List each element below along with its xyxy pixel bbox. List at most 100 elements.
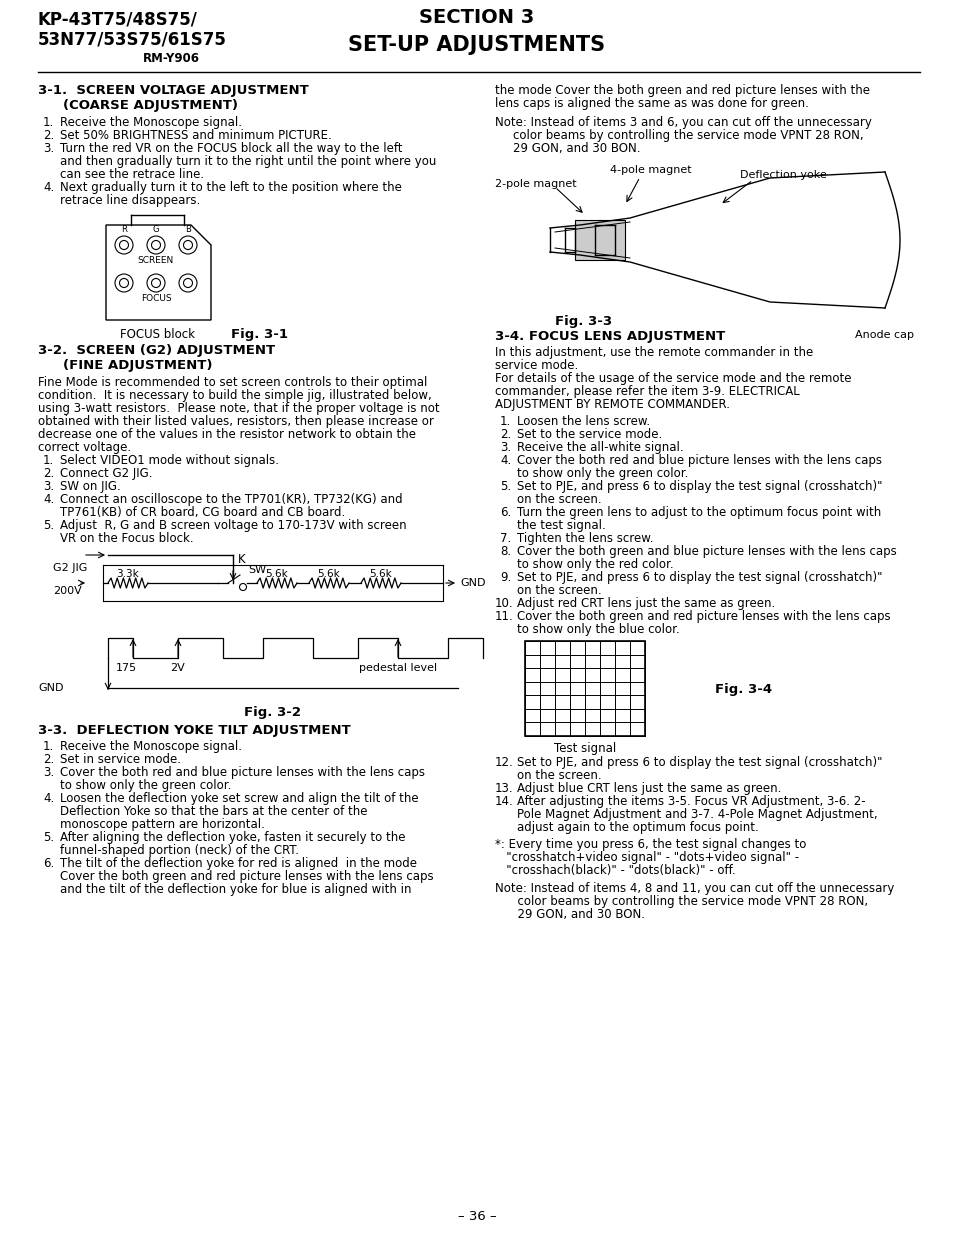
Text: Receive the Monoscope signal.: Receive the Monoscope signal. bbox=[60, 740, 242, 753]
Text: Fine Mode is recommended to set screen controls to their optimal: Fine Mode is recommended to set screen c… bbox=[38, 375, 427, 389]
Text: FOCUS block: FOCUS block bbox=[120, 329, 195, 341]
Text: Connect an oscilloscope to the TP701(KR), TP732(KG) and: Connect an oscilloscope to the TP701(KR)… bbox=[60, 493, 402, 506]
Text: funnel-shaped portion (neck) of the CRT.: funnel-shaped portion (neck) of the CRT. bbox=[60, 844, 298, 857]
Text: 9.: 9. bbox=[499, 571, 511, 584]
Text: Set to the service mode.: Set to the service mode. bbox=[517, 429, 661, 441]
Circle shape bbox=[179, 236, 196, 254]
Text: Fig. 3-1: Fig. 3-1 bbox=[231, 329, 288, 341]
Text: 1.: 1. bbox=[43, 116, 54, 128]
Text: 8.: 8. bbox=[499, 545, 511, 558]
Text: to show only the green color.: to show only the green color. bbox=[60, 779, 232, 792]
Text: Adjust red CRT lens just the same as green.: Adjust red CRT lens just the same as gre… bbox=[517, 597, 775, 610]
Text: Set in service mode.: Set in service mode. bbox=[60, 753, 181, 766]
Text: Anode cap: Anode cap bbox=[854, 330, 913, 340]
Text: SW: SW bbox=[248, 564, 266, 576]
Text: 3-1.  SCREEN VOLTAGE ADJUSTMENT: 3-1. SCREEN VOLTAGE ADJUSTMENT bbox=[38, 84, 309, 98]
Text: 5.: 5. bbox=[499, 480, 511, 493]
Text: condition.  It is necessary to build the simple jig, illustrated below,: condition. It is necessary to build the … bbox=[38, 389, 432, 403]
Text: 6.: 6. bbox=[499, 506, 511, 519]
Bar bbox=[575, 220, 624, 261]
Text: In this adjustment, use the remote commander in the: In this adjustment, use the remote comma… bbox=[495, 346, 812, 359]
Text: ADJUSTMENT BY REMOTE COMMANDER.: ADJUSTMENT BY REMOTE COMMANDER. bbox=[495, 398, 729, 411]
Text: 3-2.  SCREEN (G2) ADJUSTMENT: 3-2. SCREEN (G2) ADJUSTMENT bbox=[38, 345, 274, 357]
Text: Receive the all-white signal.: Receive the all-white signal. bbox=[517, 441, 683, 454]
Text: Set to PJE, and press 6 to display the test signal (crosshatch)": Set to PJE, and press 6 to display the t… bbox=[517, 756, 882, 769]
Text: GND: GND bbox=[38, 683, 64, 693]
Text: 3.: 3. bbox=[43, 142, 54, 156]
Text: VR on the Focus block.: VR on the Focus block. bbox=[60, 532, 193, 545]
Text: 1.: 1. bbox=[43, 740, 54, 753]
Text: Test signal: Test signal bbox=[554, 742, 616, 755]
Text: the mode Cover the both green and red picture lenses with the: the mode Cover the both green and red pi… bbox=[495, 84, 869, 98]
Text: G: G bbox=[152, 225, 159, 233]
Text: SECTION 3: SECTION 3 bbox=[419, 7, 534, 27]
Text: 3.: 3. bbox=[499, 441, 511, 454]
Text: 175: 175 bbox=[115, 663, 136, 673]
Text: the test signal.: the test signal. bbox=[517, 519, 605, 532]
Text: K: K bbox=[237, 553, 245, 566]
Circle shape bbox=[152, 279, 160, 288]
Text: Receive the Monoscope signal.: Receive the Monoscope signal. bbox=[60, 116, 242, 128]
Text: on the screen.: on the screen. bbox=[517, 493, 601, 506]
Text: KP-43T75/48S75/: KP-43T75/48S75/ bbox=[38, 10, 197, 28]
Text: 3.3k: 3.3k bbox=[116, 569, 139, 579]
Text: 13.: 13. bbox=[495, 782, 513, 795]
Circle shape bbox=[119, 279, 129, 288]
Text: on the screen.: on the screen. bbox=[517, 769, 601, 782]
Text: SW on JIG.: SW on JIG. bbox=[60, 480, 121, 493]
Text: lens caps is aligned the same as was done for green.: lens caps is aligned the same as was don… bbox=[495, 98, 808, 110]
Text: Deflection yoke: Deflection yoke bbox=[740, 170, 826, 180]
Text: 3-4. FOCUS LENS ADJUSTMENT: 3-4. FOCUS LENS ADJUSTMENT bbox=[495, 330, 724, 343]
Circle shape bbox=[119, 241, 129, 249]
Text: G2 JIG: G2 JIG bbox=[53, 563, 88, 573]
Text: service mode.: service mode. bbox=[495, 359, 578, 372]
Bar bbox=[524, 641, 644, 736]
Text: 200V: 200V bbox=[53, 585, 82, 597]
Text: 5.6k: 5.6k bbox=[369, 569, 392, 579]
Text: 10.: 10. bbox=[495, 597, 513, 610]
Text: Loosen the lens screw.: Loosen the lens screw. bbox=[517, 415, 649, 429]
Text: R: R bbox=[121, 225, 127, 233]
Text: 3-3.  DEFLECTION YOKE TILT ADJUSTMENT: 3-3. DEFLECTION YOKE TILT ADJUSTMENT bbox=[38, 724, 351, 737]
Text: Cover the both red and blue picture lenses with the lens caps: Cover the both red and blue picture lens… bbox=[60, 766, 424, 779]
Text: 29 GON, and 30 BON.: 29 GON, and 30 BON. bbox=[495, 908, 644, 921]
Text: 2.: 2. bbox=[43, 467, 54, 480]
Text: Set 50% BRIGHTNESS and minimum PICTURE.: Set 50% BRIGHTNESS and minimum PICTURE. bbox=[60, 128, 332, 142]
Text: 4.: 4. bbox=[43, 182, 54, 194]
Text: 29 GON, and 30 BON.: 29 GON, and 30 BON. bbox=[513, 142, 639, 156]
Text: Fig. 3-3: Fig. 3-3 bbox=[555, 315, 612, 329]
Text: GND: GND bbox=[459, 578, 485, 588]
Text: (COARSE ADJUSTMENT): (COARSE ADJUSTMENT) bbox=[63, 99, 237, 112]
Text: retrace line disappears.: retrace line disappears. bbox=[60, 194, 200, 207]
Text: 2.: 2. bbox=[499, 429, 511, 441]
Text: 5.6k: 5.6k bbox=[317, 569, 340, 579]
Text: FOCUS: FOCUS bbox=[140, 294, 172, 303]
Circle shape bbox=[239, 583, 246, 590]
Text: color beams by controlling the service mode VPNT 28 RON,: color beams by controlling the service m… bbox=[495, 895, 867, 908]
Text: Select VIDEO1 mode without signals.: Select VIDEO1 mode without signals. bbox=[60, 454, 278, 467]
Text: can see the retrace line.: can see the retrace line. bbox=[60, 168, 204, 182]
Text: 7.: 7. bbox=[499, 532, 511, 545]
Text: SCREEN: SCREEN bbox=[138, 256, 174, 266]
Text: 5.: 5. bbox=[43, 831, 54, 844]
Text: Note: Instead of items 3 and 6, you can cut off the unnecessary: Note: Instead of items 3 and 6, you can … bbox=[495, 116, 871, 128]
Text: Tighten the lens screw.: Tighten the lens screw. bbox=[517, 532, 653, 545]
Text: RM-Y906: RM-Y906 bbox=[143, 52, 200, 65]
Text: *: Every time you press 6, the test signal changes to: *: Every time you press 6, the test sign… bbox=[495, 839, 805, 851]
Text: After adjusting the items 3-5. Focus VR Adjustment, 3-6. 2-: After adjusting the items 3-5. Focus VR … bbox=[517, 795, 864, 808]
Circle shape bbox=[147, 274, 165, 291]
Text: Loosen the deflection yoke set screw and align the tilt of the: Loosen the deflection yoke set screw and… bbox=[60, 792, 418, 805]
Text: Next gradually turn it to the left to the position where the: Next gradually turn it to the left to th… bbox=[60, 182, 401, 194]
Text: 6.: 6. bbox=[43, 857, 54, 869]
Text: 14.: 14. bbox=[495, 795, 514, 808]
Circle shape bbox=[179, 274, 196, 291]
Text: 3.: 3. bbox=[43, 480, 54, 493]
Circle shape bbox=[115, 274, 132, 291]
Circle shape bbox=[115, 236, 132, 254]
Text: decrease one of the values in the resistor network to obtain the: decrease one of the values in the resist… bbox=[38, 429, 416, 441]
Text: 2.: 2. bbox=[43, 753, 54, 766]
Text: Turn the red VR on the FOCUS block all the way to the left: Turn the red VR on the FOCUS block all t… bbox=[60, 142, 402, 156]
Text: 11.: 11. bbox=[495, 610, 514, 622]
Text: to show only the blue color.: to show only the blue color. bbox=[517, 622, 679, 636]
Text: Deflection Yoke so that the bars at the center of the: Deflection Yoke so that the bars at the … bbox=[60, 805, 367, 818]
